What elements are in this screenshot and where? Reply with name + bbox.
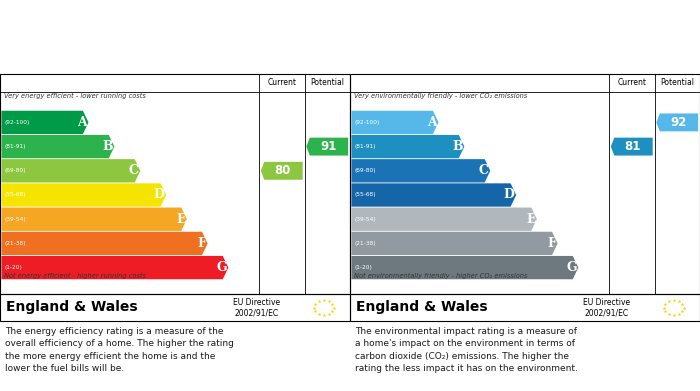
Text: (55-68): (55-68) [4,192,26,197]
Polygon shape [1,135,114,158]
Text: (1-20): (1-20) [355,265,372,270]
Polygon shape [611,138,652,156]
Text: (21-38): (21-38) [4,241,26,246]
Text: B: B [452,140,463,153]
Text: Energy Efficiency Rating: Energy Efficiency Rating [6,54,178,68]
Text: (69-80): (69-80) [4,168,26,173]
Polygon shape [307,138,348,156]
Text: (1-20): (1-20) [4,265,22,270]
Text: F: F [197,237,206,250]
Polygon shape [351,111,438,134]
Text: England & Wales: England & Wales [356,301,488,314]
Text: D: D [504,188,514,201]
Polygon shape [1,111,88,134]
Text: (39-54): (39-54) [4,217,27,222]
Text: Very energy efficient - lower running costs: Very energy efficient - lower running co… [4,93,146,99]
Text: England & Wales: England & Wales [6,301,138,314]
Text: D: D [154,188,164,201]
Polygon shape [1,232,208,255]
Text: The environmental impact rating is a measure of
a home's impact on the environme: The environmental impact rating is a mea… [355,326,578,373]
Text: Current: Current [617,78,646,87]
Text: C: C [479,164,489,177]
Polygon shape [351,159,490,183]
Text: 91: 91 [320,140,337,153]
Text: G: G [216,261,227,274]
Polygon shape [351,135,464,158]
Text: Not energy efficient - higher running costs: Not energy efficient - higher running co… [4,273,146,279]
Polygon shape [351,208,537,231]
Text: A: A [77,116,87,129]
Polygon shape [657,113,698,131]
Text: E: E [526,213,536,226]
Text: (92-100): (92-100) [355,120,380,125]
Text: Not environmentally friendly - higher CO₂ emissions: Not environmentally friendly - higher CO… [354,273,527,279]
Polygon shape [351,232,558,255]
Polygon shape [1,183,166,207]
Polygon shape [1,159,140,183]
Polygon shape [1,208,187,231]
Text: C: C [129,164,139,177]
Text: Potential: Potential [660,78,694,87]
Text: Potential: Potential [310,78,344,87]
Polygon shape [351,183,516,207]
Text: EU Directive
2002/91/EC: EU Directive 2002/91/EC [232,298,280,317]
Polygon shape [351,256,578,279]
Text: (69-80): (69-80) [355,168,376,173]
Text: 81: 81 [624,140,641,153]
Text: E: E [176,213,186,226]
Text: (92-100): (92-100) [4,120,30,125]
Text: EU Directive
2002/91/EC: EU Directive 2002/91/EC [582,298,630,317]
Text: 92: 92 [670,116,687,129]
Text: (81-91): (81-91) [4,144,26,149]
Text: (21-38): (21-38) [355,241,376,246]
Text: A: A [427,116,437,129]
Text: The energy efficiency rating is a measure of the
overall efficiency of a home. T: The energy efficiency rating is a measur… [6,326,234,373]
Text: (39-54): (39-54) [355,217,377,222]
Text: (55-68): (55-68) [355,192,376,197]
Text: (81-91): (81-91) [355,144,376,149]
Text: B: B [102,140,113,153]
Text: G: G [566,261,577,274]
Polygon shape [261,162,302,180]
Text: F: F [547,237,556,250]
Text: 80: 80 [274,164,291,177]
Polygon shape [1,256,228,279]
Text: Environmental Impact (CO₂) Rating: Environmental Impact (CO₂) Rating [355,54,602,68]
Text: Current: Current [267,78,296,87]
Text: Very environmentally friendly - lower CO₂ emissions: Very environmentally friendly - lower CO… [354,93,527,99]
